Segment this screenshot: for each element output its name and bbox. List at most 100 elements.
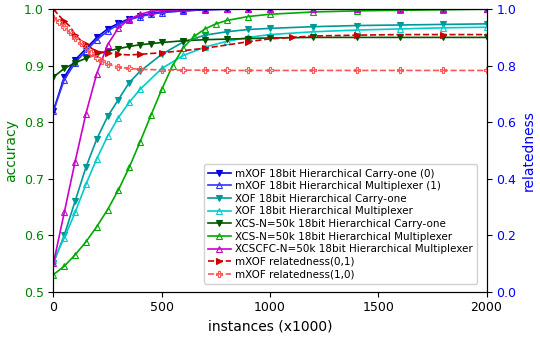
mXOF relatedness(0,1)	[267, 37, 273, 41]
mXOF 18bit Hierarchical Carry-one (0)	[267, 7, 273, 11]
mXOF 18bit Hierarchical Carry-one (0)	[310, 7, 316, 11]
mXOF relatedness(1,0)	[180, 68, 187, 72]
Line: mXOF relatedness(1,0): mXOF relatedness(1,0)	[51, 15, 489, 73]
mXOF relatedness(0,1)	[180, 49, 187, 53]
XOF 18bit Hierarchical Carry-one	[115, 97, 122, 101]
mXOF 18bit Hierarchical Multiplexer (1)	[245, 7, 252, 11]
mXOF 18bit Hierarchical Carry-one (0)	[353, 7, 360, 11]
XCS-N=50k 18bit Hierarchical Carry-one	[180, 39, 187, 43]
mXOF relatedness(0,1)	[61, 19, 68, 23]
mXOF relatedness(1,0)	[115, 65, 122, 69]
mXOF 18bit Hierarchical Multiplexer (1)	[93, 38, 100, 42]
mXOF relatedness(1,0)	[93, 56, 100, 60]
Line: XCS-N=50k 18bit Hierarchical Multiplexer: XCS-N=50k 18bit Hierarchical Multiplexer	[51, 6, 489, 277]
Line: mXOF 18bit Hierarchical Carry-one (0): mXOF 18bit Hierarchical Carry-one (0)	[51, 6, 489, 114]
XCS-N=50k 18bit Hierarchical Carry-one	[83, 56, 89, 60]
mXOF 18bit Hierarchical Carry-one (0)	[50, 109, 57, 113]
XOF 18bit Hierarchical Multiplexer	[180, 53, 187, 57]
XCSCFC-N=50k 18bit Hierarchical Multiplexer	[310, 7, 316, 11]
mXOF relatedness(1,0)	[61, 25, 68, 29]
mXOF 18bit Hierarchical Multiplexer (1)	[126, 18, 132, 22]
mXOF 18bit Hierarchical Multiplexer (1)	[72, 61, 78, 65]
XOF 18bit Hierarchical Carry-one	[104, 115, 111, 119]
mXOF relatedness(0,1)	[66, 24, 73, 28]
mXOF relatedness(0,1)	[77, 38, 84, 42]
XOF 18bit Hierarchical Multiplexer	[158, 67, 165, 71]
mXOF 18bit Hierarchical Multiplexer (1)	[147, 12, 154, 16]
XCS-N=50k 18bit Hierarchical Carry-one	[137, 43, 143, 47]
XOF 18bit Hierarchical Carry-one	[50, 261, 57, 265]
mXOF relatedness(0,1)	[72, 32, 78, 37]
XCS-N=50k 18bit Hierarchical Carry-one	[202, 38, 208, 42]
XOF 18bit Hierarchical Carry-one	[202, 33, 208, 37]
Line: mXOF 18bit Hierarchical Multiplexer (1): mXOF 18bit Hierarchical Multiplexer (1)	[51, 6, 489, 114]
XOF 18bit Hierarchical Carry-one	[83, 165, 89, 169]
XCS-N=50k 18bit Hierarchical Multiplexer	[267, 12, 273, 16]
XCS-N=50k 18bit Hierarchical Multiplexer	[126, 165, 132, 169]
XCSCFC-N=50k 18bit Hierarchical Multiplexer	[137, 12, 143, 16]
mXOF relatedness(0,1)	[245, 40, 252, 44]
mXOF relatedness(0,1)	[397, 32, 403, 37]
XCS-N=50k 18bit Hierarchical Carry-one	[267, 36, 273, 40]
mXOF relatedness(0,1)	[224, 43, 230, 47]
mXOF relatedness(1,0)	[267, 68, 273, 72]
XCSCFC-N=50k 18bit Hierarchical Multiplexer	[50, 261, 57, 265]
XOF 18bit Hierarchical Carry-one	[267, 26, 273, 30]
XCS-N=50k 18bit Hierarchical Multiplexer	[440, 8, 447, 12]
XCS-N=50k 18bit Hierarchical Multiplexer	[191, 34, 198, 38]
XCS-N=50k 18bit Hierarchical Multiplexer	[202, 27, 208, 31]
XCS-N=50k 18bit Hierarchical Multiplexer	[180, 46, 187, 50]
XOF 18bit Hierarchical Multiplexer	[224, 39, 230, 43]
mXOF relatedness(0,1)	[93, 49, 100, 53]
XOF 18bit Hierarchical Multiplexer	[72, 211, 78, 215]
mXOF 18bit Hierarchical Multiplexer (1)	[267, 7, 273, 11]
Line: XOF 18bit Hierarchical Carry-one: XOF 18bit Hierarchical Carry-one	[51, 21, 489, 266]
XOF 18bit Hierarchical Carry-one	[180, 40, 187, 44]
XCS-N=50k 18bit Hierarchical Carry-one	[353, 35, 360, 40]
XCS-N=50k 18bit Hierarchical Carry-one	[104, 49, 111, 53]
mXOF 18bit Hierarchical Multiplexer (1)	[83, 49, 89, 53]
XCS-N=50k 18bit Hierarchical Carry-one	[50, 75, 57, 79]
mXOF relatedness(1,0)	[72, 36, 78, 40]
XOF 18bit Hierarchical Multiplexer	[483, 25, 490, 29]
XCSCFC-N=50k 18bit Hierarchical Multiplexer	[440, 7, 447, 11]
mXOF relatedness(1,0)	[202, 68, 208, 72]
mXOF relatedness(0,1)	[353, 33, 360, 37]
XCS-N=50k 18bit Hierarchical Multiplexer	[170, 64, 176, 68]
mXOF relatedness(0,1)	[99, 50, 105, 54]
mXOF 18bit Hierarchical Carry-one (0)	[224, 7, 230, 11]
XCSCFC-N=50k 18bit Hierarchical Multiplexer	[224, 7, 230, 11]
XCS-N=50k 18bit Hierarchical Carry-one	[158, 41, 165, 45]
XOF 18bit Hierarchical Carry-one	[61, 233, 68, 237]
XOF 18bit Hierarchical Multiplexer	[397, 27, 403, 31]
Y-axis label: relatedness: relatedness	[522, 110, 536, 191]
mXOF relatedness(1,0)	[88, 51, 94, 55]
XCS-N=50k 18bit Hierarchical Carry-one	[310, 35, 316, 40]
XOF 18bit Hierarchical Multiplexer	[440, 26, 447, 30]
XCSCFC-N=50k 18bit Hierarchical Multiplexer	[72, 160, 78, 164]
mXOF relatedness(0,1)	[126, 53, 132, 57]
XOF 18bit Hierarchical Carry-one	[93, 137, 100, 141]
Line: mXOF relatedness(0,1): mXOF relatedness(0,1)	[51, 6, 489, 58]
XCSCFC-N=50k 18bit Hierarchical Multiplexer	[397, 7, 403, 11]
mXOF 18bit Hierarchical Carry-one (0)	[440, 7, 447, 11]
mXOF relatedness(0,1)	[115, 52, 122, 56]
mXOF relatedness(0,1)	[88, 46, 94, 50]
XOF 18bit Hierarchical Carry-one	[72, 199, 78, 203]
XOF 18bit Hierarchical Carry-one	[397, 23, 403, 27]
mXOF relatedness(0,1)	[288, 35, 295, 40]
mXOF 18bit Hierarchical Multiplexer (1)	[158, 10, 165, 15]
XOF 18bit Hierarchical Multiplexer	[202, 45, 208, 49]
XCSCFC-N=50k 18bit Hierarchical Multiplexer	[147, 9, 154, 14]
mXOF relatedness(0,1)	[483, 32, 490, 37]
XCS-N=50k 18bit Hierarchical Multiplexer	[158, 87, 165, 91]
mXOF 18bit Hierarchical Multiplexer (1)	[50, 109, 57, 113]
mXOF 18bit Hierarchical Multiplexer (1)	[224, 7, 230, 11]
XCSCFC-N=50k 18bit Hierarchical Multiplexer	[483, 7, 490, 11]
mXOF 18bit Hierarchical Multiplexer (1)	[115, 22, 122, 26]
mXOF relatedness(0,1)	[147, 51, 154, 55]
mXOF relatedness(0,1)	[440, 32, 447, 37]
mXOF relatedness(0,1)	[137, 52, 143, 56]
XCS-N=50k 18bit Hierarchical Carry-one	[440, 35, 447, 40]
XOF 18bit Hierarchical Multiplexer	[83, 182, 89, 186]
